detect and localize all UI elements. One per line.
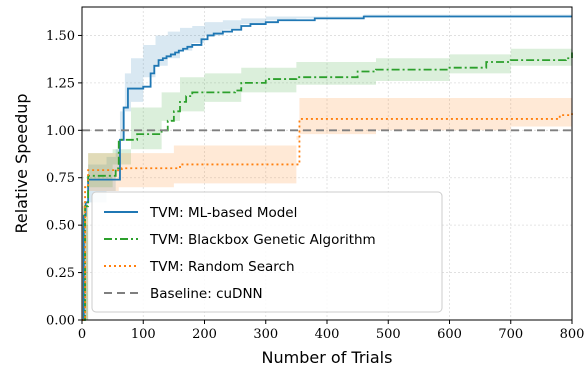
y-tick-label: 1.50 (46, 29, 75, 44)
x-tick-label: 200 (192, 327, 217, 342)
legend-label-0: TVM: ML-based Model (149, 205, 297, 221)
series-band-2 (82, 98, 572, 321)
x-tick-label: 700 (498, 327, 523, 342)
y-tick-label: 1.00 (46, 124, 75, 139)
y-tick-label: 0.75 (46, 171, 75, 186)
legend-box (91, 191, 443, 313)
x-tick-label: 0 (78, 327, 86, 342)
series-line-2 (82, 113, 573, 321)
x-tick-label: 400 (315, 327, 340, 342)
legend-label-3: Baseline: cuDNN (150, 286, 263, 302)
x-tick-label: 100 (131, 327, 156, 342)
legend: TVM: ML-based Model TVM: Blackbox Genetic… (91, 191, 443, 313)
legend-label-2: TVM: Random Search (149, 259, 295, 275)
series-lines (82, 15, 573, 321)
y-tick-label: 0.25 (46, 266, 75, 281)
x-axis-title: Number of Trials (262, 348, 393, 367)
legend-label-1: TVM: Blackbox Genetic Algorithm (149, 232, 376, 248)
x-tick-label: 300 (253, 327, 278, 342)
y-tick-label: 1.25 (46, 76, 75, 91)
x-tick-label: 500 (376, 327, 401, 342)
x-tick-label: 800 (560, 327, 585, 342)
confidence-bands (82, 14, 572, 321)
x-tick-label: 600 (437, 327, 462, 342)
y-tick-label: 0.00 (46, 314, 75, 329)
y-tick-label: 0.50 (46, 219, 75, 234)
axis-ticks: 0 100 200 300 400 500 600 700 800 0.00 0.25 0.50 0.7… (46, 29, 584, 342)
series-line-1 (82, 52, 573, 321)
y-axis-title: Relative Speedup (12, 93, 31, 233)
